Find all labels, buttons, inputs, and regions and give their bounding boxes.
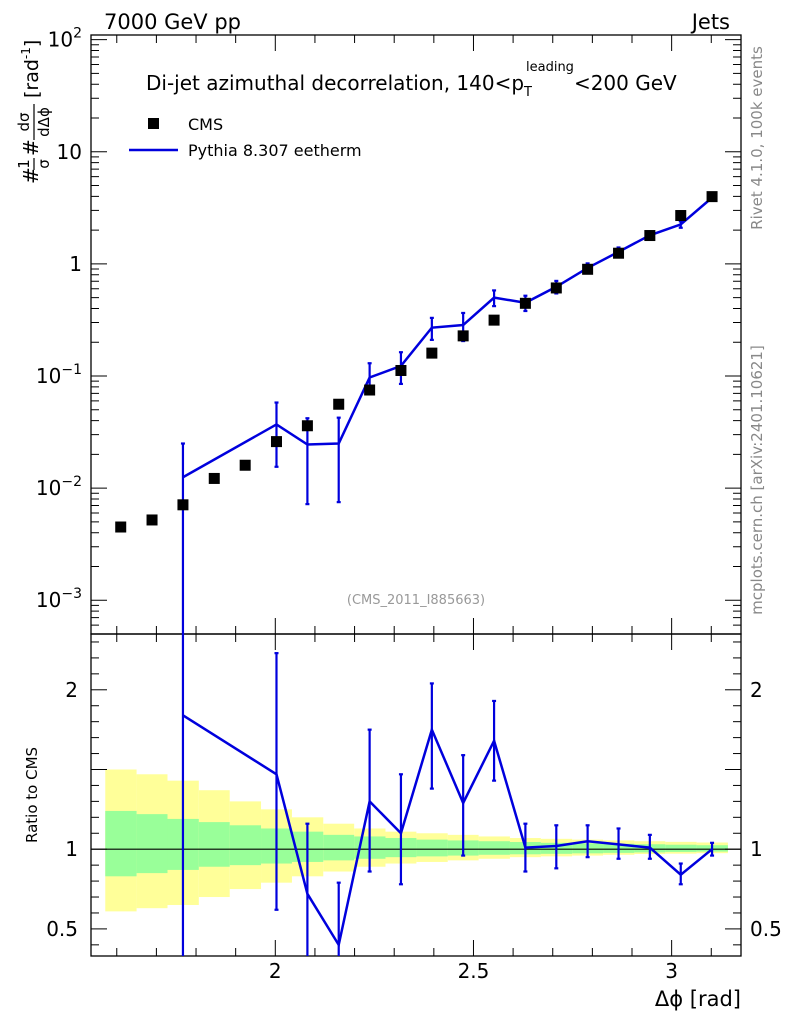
ratio-tick-label-left: 0.5 (46, 917, 78, 941)
green-band-bin (665, 844, 697, 852)
cms-data-point (395, 364, 407, 376)
cms-data-point (613, 247, 625, 259)
header-category-label: Jets (690, 10, 730, 34)
x-axis-label: Δϕ [rad] (655, 987, 741, 1011)
y-tick-label: 102 (48, 26, 82, 52)
cms-data-point (239, 459, 251, 471)
ratio-tick-label-right: 1 (750, 837, 763, 861)
x-tick-label: 3 (665, 959, 678, 983)
ylabel-frac2-den: dΔϕ (35, 107, 53, 137)
cms-data-point (644, 230, 656, 242)
cms-data-point (519, 297, 531, 309)
cms-data-point (488, 314, 500, 326)
cms-data-point (364, 384, 376, 396)
cms-data-point (270, 436, 282, 448)
ratio-line (182, 714, 713, 949)
ylabel-frac1-den: σ (35, 159, 53, 169)
green-band-bin (478, 841, 510, 855)
legend-cms-marker (148, 118, 159, 129)
ratio-tick-label-right: 2 (750, 678, 763, 702)
y-tick-label: 10 (57, 140, 82, 164)
ratio-y-axis-label: Ratio to CMS (23, 747, 41, 843)
cms-data-point (550, 282, 562, 294)
header-beam-label: 7000 GeV pp (104, 10, 241, 34)
data-series-cms (115, 191, 718, 533)
chart-title-tail: <200 GeV (574, 71, 677, 95)
green-band-bin (136, 814, 168, 874)
cms-data-point (301, 420, 313, 432)
x-tick-label: 2.5 (458, 959, 490, 983)
ratio-tick-label-right: 0.5 (750, 917, 782, 941)
x-tick-label: 2 (269, 959, 282, 983)
green-band-bin (105, 810, 137, 877)
cms-data-point (177, 499, 189, 511)
ratio-tick-label-left: 2 (65, 678, 78, 702)
cms-data-point (115, 521, 127, 533)
tick-labels: 2 2.5 3 10−3 10−2 10−1 1 10 102 0.5 0.5 1 1 2 2 (36, 26, 782, 983)
green-band-bin (416, 839, 448, 857)
chart-title-sub: T (523, 85, 532, 100)
cms-data-point (675, 210, 687, 222)
analysis-tag: (CMS_2011_I885663) (347, 593, 485, 608)
green-band-bin (229, 825, 262, 866)
green-band-bin (198, 822, 230, 867)
ratio-tick-label-left: 1 (65, 837, 78, 861)
mc-line (182, 196, 713, 479)
cms-data-point (457, 330, 469, 342)
cms-data-point (146, 514, 158, 526)
ylabel-unit: [rad-1] (19, 40, 43, 98)
cms-data-point (208, 472, 220, 484)
chart-title: Di-jet azimuthal decorrelation, 140<pTle… (146, 60, 677, 100)
cms-data-point (706, 191, 718, 203)
ratio-mc-series (181, 634, 715, 956)
legend-cms-label: CMS (188, 115, 223, 134)
y-tick-label: 1 (69, 252, 82, 276)
mcplots-label: mcplots.cern.ch [arXiv:2401.10621] (748, 345, 766, 615)
y-tick-label: 10−3 (36, 586, 82, 612)
green-band-bin (323, 834, 355, 861)
ratio-uncertainty-bands (105, 769, 728, 912)
cms-data-point (582, 263, 594, 275)
ylabel-frac2-num: dσ (15, 112, 33, 132)
y-axis-label: # 1 σ # dσ dΔϕ [rad-1] (15, 40, 53, 184)
rivet-version-label: Rivet 4.1.0, 100k events (748, 46, 766, 230)
legend-pythia-label: Pythia 8.307 eetherm (188, 141, 362, 160)
ratio-panel-frame (90, 633, 742, 957)
mc-series-pythia (180, 194, 715, 634)
cms-data-point (426, 347, 438, 359)
cms-data-point (333, 398, 345, 410)
chart-title-sup: leading (526, 60, 574, 75)
ylabel-hash-1: # (19, 167, 43, 184)
y-tick-label: 10−1 (36, 362, 82, 388)
ylabel-frac1-num: 1 (15, 159, 33, 169)
y-tick-label: 10−2 (36, 474, 82, 500)
ylabel-hash-2: # (19, 139, 43, 156)
chart-title-main: Di-jet azimuthal decorrelation, 140<p (146, 71, 524, 95)
